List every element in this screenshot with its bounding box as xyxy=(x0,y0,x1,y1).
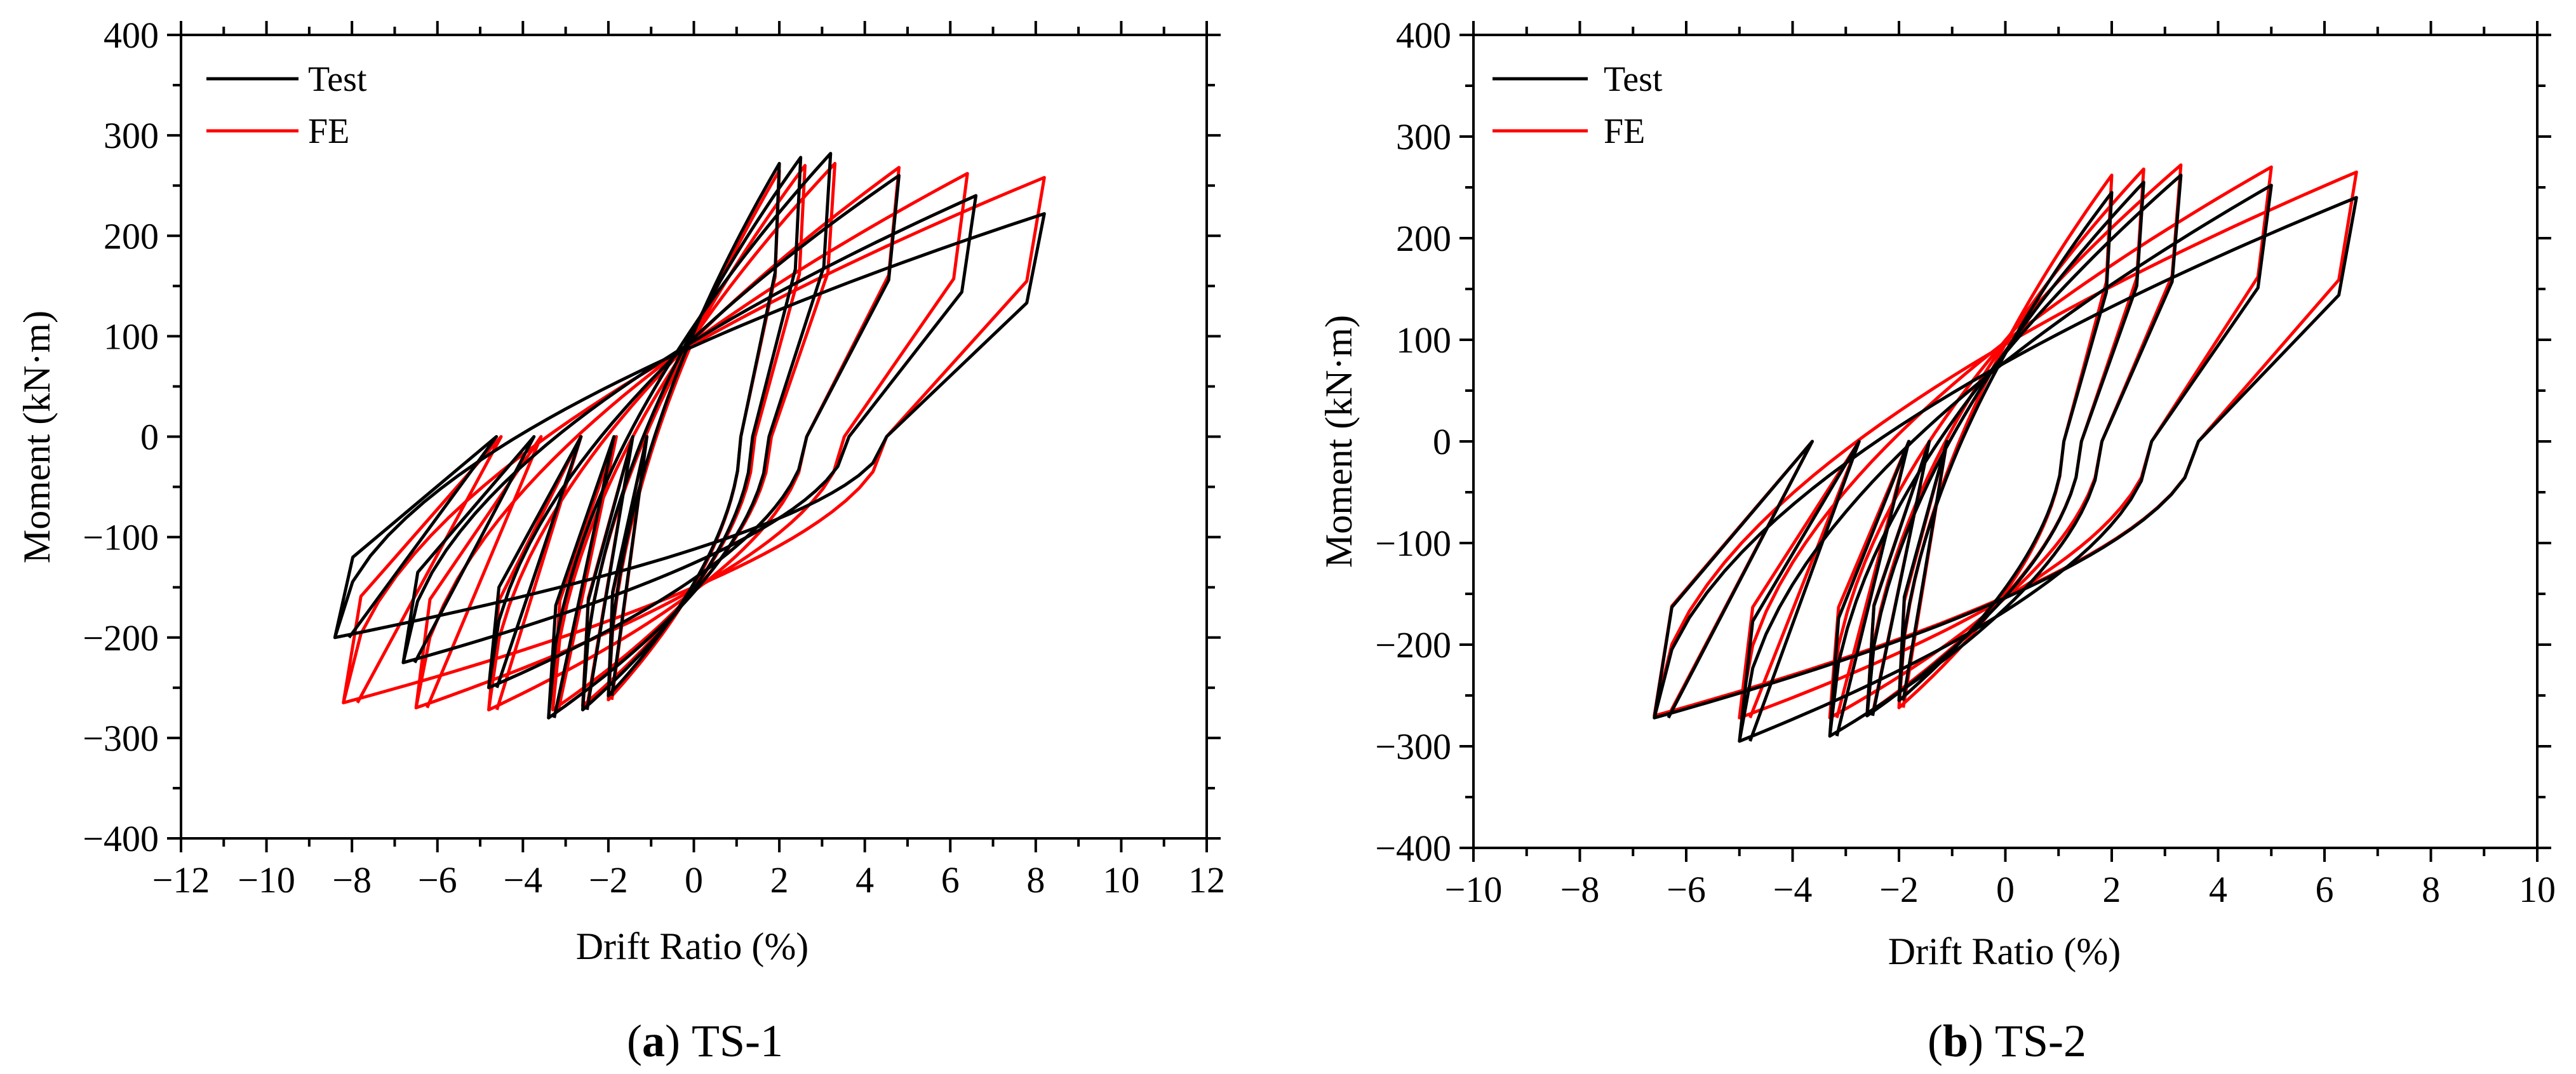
chart-b-plot-frame xyxy=(1472,34,2539,849)
chart-b-y-tick-label: 100 xyxy=(1396,319,1451,361)
chart-b-x-tick-label: −10 xyxy=(1445,869,1503,910)
chart-a-caption-text: TS-1 xyxy=(692,1016,783,1066)
chart-a-caption: (a) TS-1 xyxy=(627,1016,783,1066)
chart-b-x-tick-label: 2 xyxy=(2103,869,2121,910)
chart-b-caption-open: ( xyxy=(1928,1016,1943,1066)
chart-a-x-tick-label: −4 xyxy=(503,859,542,901)
chart-a-x-tick-label: 4 xyxy=(855,859,874,901)
chart-a-y-tick-label: 0 xyxy=(140,417,159,458)
chart-b-y-tick-label: −200 xyxy=(1375,624,1451,666)
chart-a-y-tick-label: 200 xyxy=(104,215,159,257)
chart-b-y-tick-label: 200 xyxy=(1396,218,1451,259)
chart-b-test-loop-3 xyxy=(1828,173,2183,738)
chart-a-x-tick-label: −10 xyxy=(238,859,295,901)
chart-a-fe-loop-2 xyxy=(581,164,807,708)
chart-b-legend-fe-label: FE xyxy=(1604,112,1645,151)
chart-a-x-tick-label: 2 xyxy=(770,859,789,901)
chart-b-x-tick-labels: −10 −8 −6 −4 −2 0 2 4 6 8 10 xyxy=(1445,869,2556,910)
chart-b-ticks xyxy=(1459,21,2551,862)
chart-a-y-tick-label: −300 xyxy=(83,718,159,759)
chart-b-x-tick-label: −2 xyxy=(1879,869,1919,910)
chart-a-x-tick-label: 8 xyxy=(1026,859,1045,901)
chart-a-x-tick-label: 10 xyxy=(1103,859,1139,901)
chart-b-legend-test-label: Test xyxy=(1604,60,1663,99)
chart-b-x-tick-label: −8 xyxy=(1560,869,1600,910)
chart-b-fe-loop-4 xyxy=(1738,165,2273,720)
chart-b-y-tick-label: −300 xyxy=(1375,726,1451,767)
chart-a-loops xyxy=(333,152,1046,720)
chart-a-x-tick-label: 6 xyxy=(941,859,960,901)
chart-b-x-tick-label: −4 xyxy=(1773,869,1813,910)
chart-b-test-loop-4 xyxy=(1738,184,2273,743)
chart-a-plot-frame xyxy=(180,34,1208,840)
chart-b-y-tick-label: 400 xyxy=(1396,15,1451,56)
chart-b-test-loop-2 xyxy=(1865,180,2145,718)
chart-a-y-tick-labels: −400 −300 −200 −100 0 100 200 300 400 xyxy=(83,15,159,859)
chart-a-y-axis-title: Moment (kN·m) xyxy=(16,311,58,563)
chart-b-x-tick-label: 6 xyxy=(2316,869,2334,910)
chart-a-legend-test-label: Test xyxy=(308,60,367,99)
chart-a-legend: Test FE xyxy=(206,60,367,151)
chart-a-y-tick-label: 400 xyxy=(104,15,159,56)
chart-a-test-loop-3 xyxy=(547,152,833,720)
chart-a-x-tick-label: −2 xyxy=(589,859,628,901)
chart-b-loops xyxy=(1653,163,2358,743)
chart-b-caption-close: ) xyxy=(1968,1016,1983,1066)
chart-a-x-axis-title: Drift Ratio (%) xyxy=(576,925,809,967)
chart-a-x-tick-label: 0 xyxy=(685,859,703,901)
chart-panel-a: −12 −10 −8 −6 −4 −2 0 2 4 6 8 10 12 −400 −300 −200 −100… xyxy=(16,15,1225,1066)
chart-a-caption-close: ) xyxy=(665,1016,680,1066)
chart-b-x-axis-title: Drift Ratio (%) xyxy=(1888,930,2121,972)
chart-a-fe-loop-6 xyxy=(342,176,1046,704)
chart-b-y-tick-label: −400 xyxy=(1375,828,1451,869)
chart-a-caption-open: ( xyxy=(627,1016,642,1066)
chart-b-caption-text: TS-2 xyxy=(1995,1016,2086,1066)
chart-b-caption-tag: b xyxy=(1943,1016,1968,1066)
chart-b-caption: (b) TS-2 xyxy=(1928,1016,2086,1066)
chart-b-x-tick-label: 8 xyxy=(2422,869,2440,910)
chart-a-x-tick-label: −6 xyxy=(418,859,457,901)
chart-b-x-tick-label: −6 xyxy=(1667,869,1706,910)
chart-b-y-tick-label: 0 xyxy=(1433,421,1451,462)
chart-b-y-tick-labels: −400 −300 −200 −100 0 100 200 300 400 xyxy=(1375,15,1451,869)
chart-a-caption-tag: a xyxy=(642,1016,665,1066)
chart-panel-b: −10 −8 −6 −4 −2 0 2 4 6 8 10 −400 −300 −200 −100 0 100 2… xyxy=(1318,15,2556,1066)
chart-a-test-loop-2 xyxy=(581,156,803,712)
chart-b-y-axis-title: Moment (kN·m) xyxy=(1318,315,1360,568)
chart-a-x-tick-label: 12 xyxy=(1188,859,1225,901)
chart-b-fe-loop-5 xyxy=(1653,170,2358,718)
chart-a-x-tick-labels: −12 −10 −8 −6 −4 −2 0 2 4 6 8 10 12 xyxy=(152,859,1225,901)
chart-b-fe-loop-3 xyxy=(1828,163,2183,720)
chart-a-fe-loop-5 xyxy=(414,171,969,709)
chart-a-ticks xyxy=(167,21,1221,852)
chart-a-y-tick-label: −100 xyxy=(83,517,159,558)
chart-b-y-tick-label: −100 xyxy=(1375,523,1451,564)
chart-b-x-tick-label: 0 xyxy=(1996,869,2015,910)
chart-b-x-tick-label: 10 xyxy=(2519,869,2556,910)
chart-a-test-loop-5 xyxy=(401,194,978,664)
chart-a-y-tick-label: −200 xyxy=(83,617,159,659)
chart-a-x-tick-label: −8 xyxy=(332,859,372,901)
chart-a-y-tick-label: −400 xyxy=(83,818,159,859)
chart-b-y-tick-label: 300 xyxy=(1396,116,1451,158)
chart-a-test-loop-4 xyxy=(487,173,901,690)
chart-a-legend-fe-label: FE xyxy=(308,112,349,151)
chart-a-y-tick-label: 300 xyxy=(104,115,159,156)
chart-b-x-tick-label: 4 xyxy=(2209,869,2227,910)
chart-a-y-tick-label: 100 xyxy=(104,316,159,357)
chart-a-x-tick-label: −12 xyxy=(152,859,210,901)
chart-a-test-loop-1 xyxy=(607,161,781,697)
chart-a-fe-loop-3 xyxy=(551,161,837,712)
chart-a-test-loop-6 xyxy=(333,212,1046,640)
chart-b-test-loop-5 xyxy=(1653,196,2358,720)
chart-b-legend: Test FE xyxy=(1493,60,1663,151)
